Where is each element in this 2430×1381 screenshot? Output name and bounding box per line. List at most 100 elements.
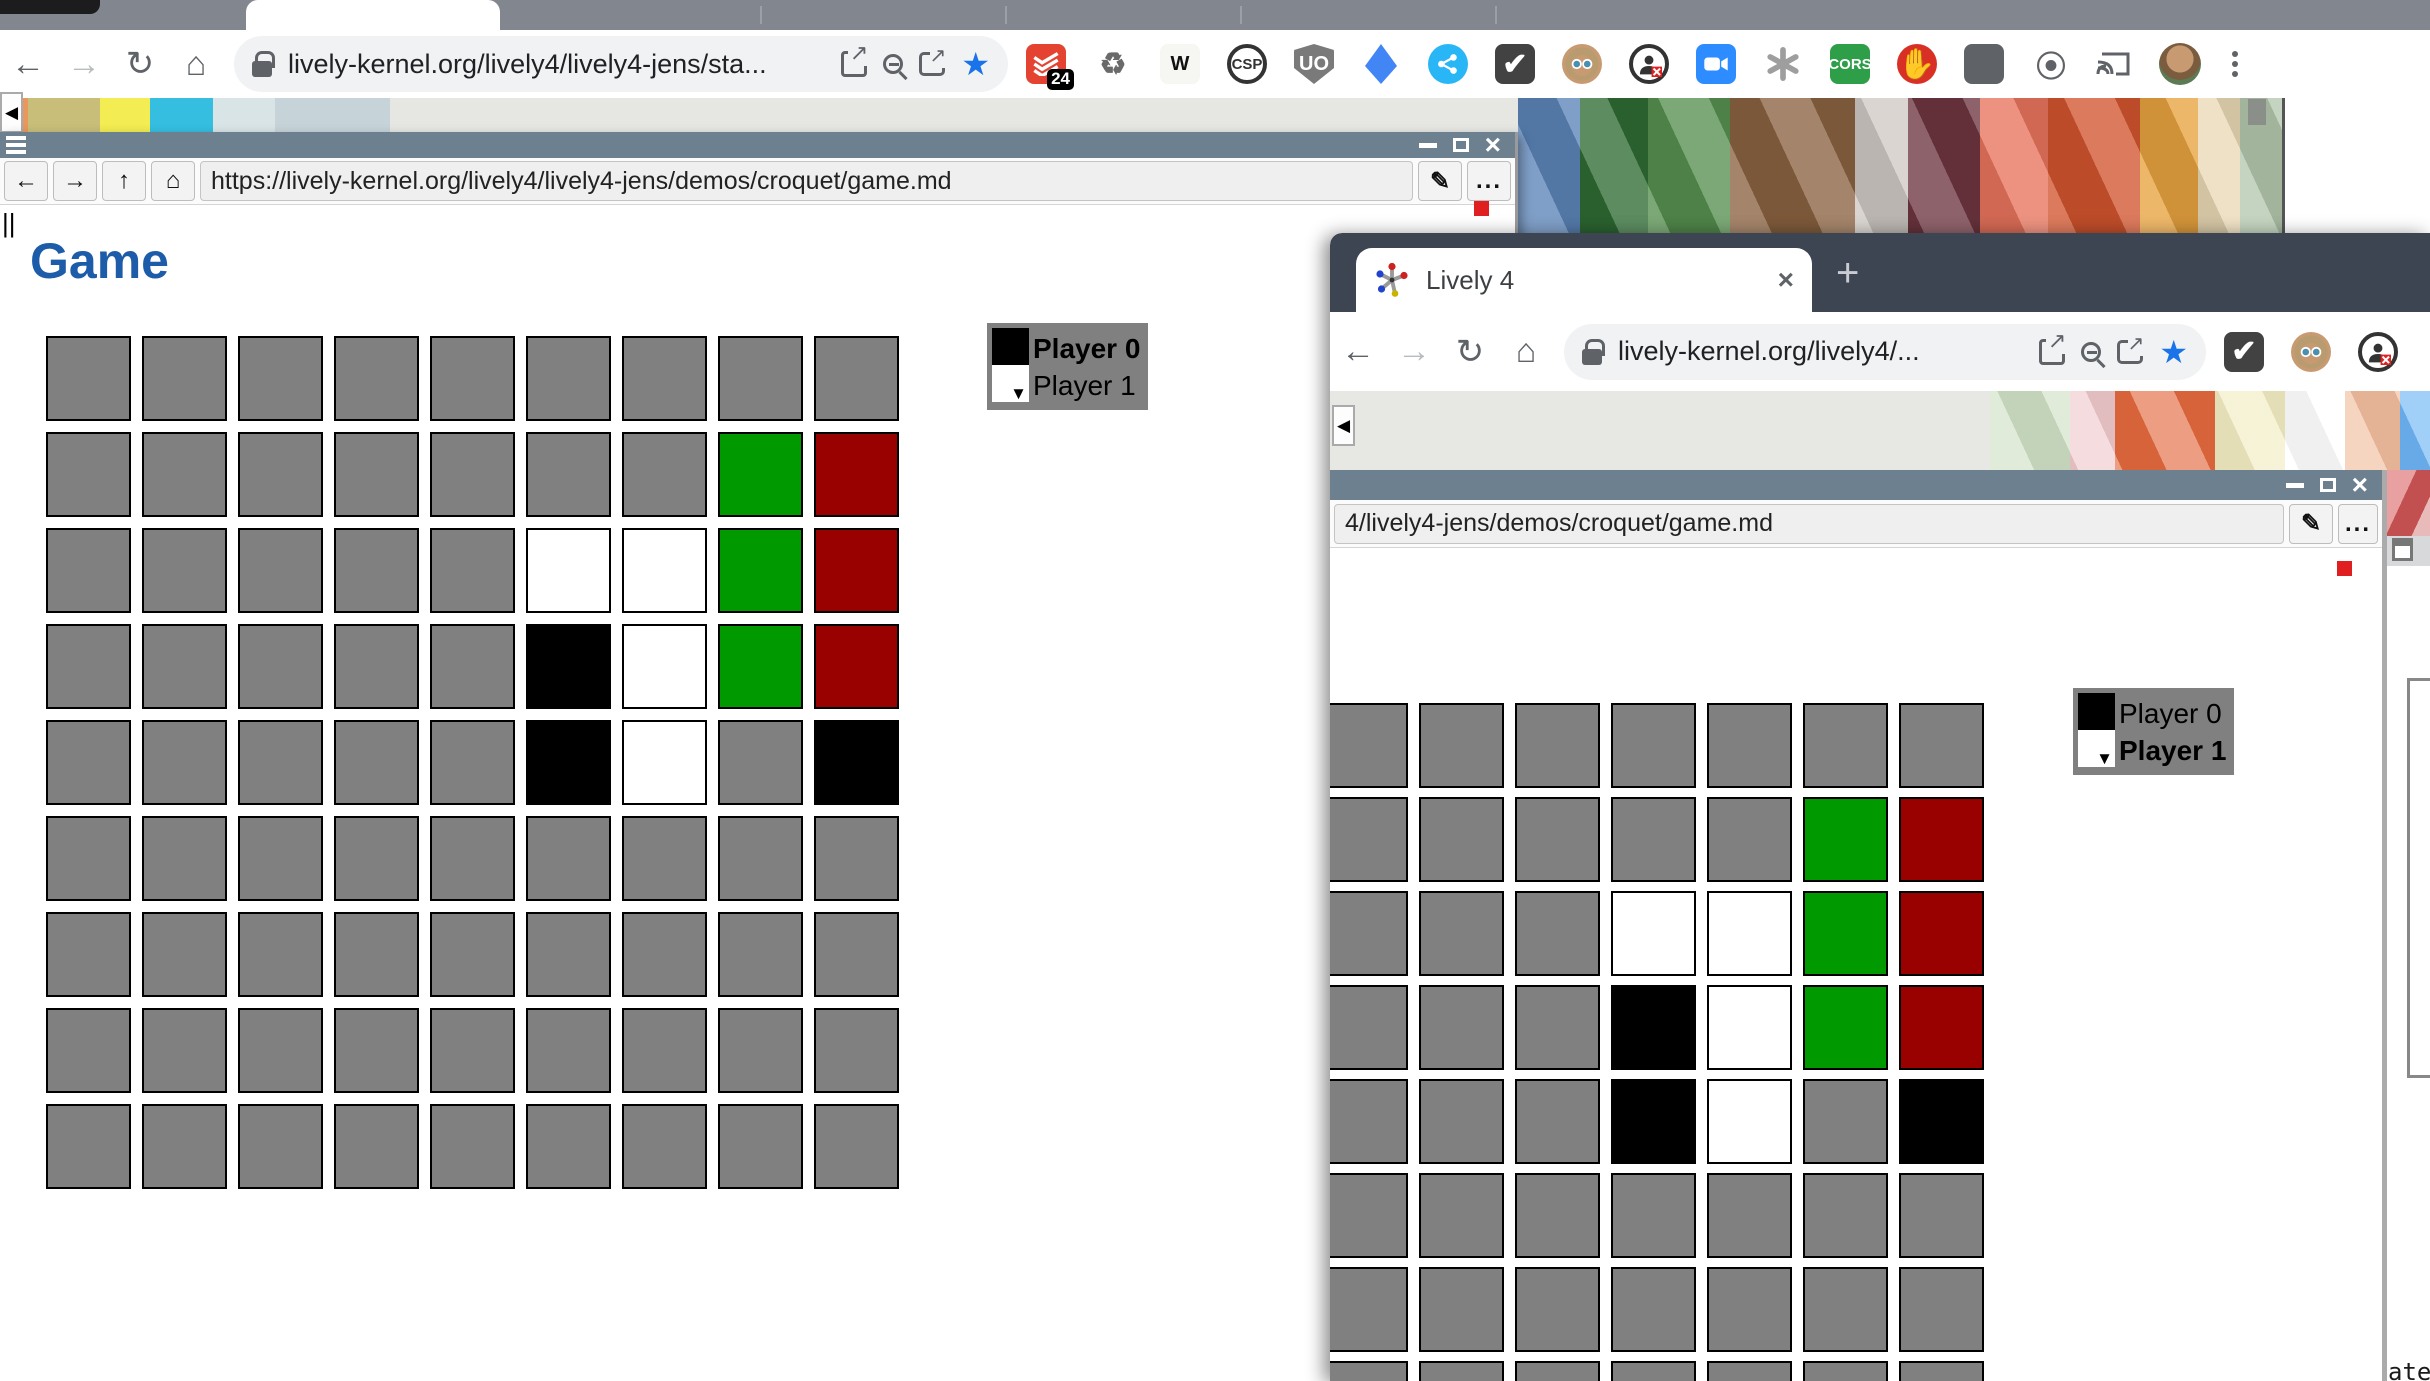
browser-menu-icon[interactable]	[2225, 47, 2245, 81]
grid-cell[interactable]	[1419, 1173, 1504, 1258]
ext-ublock-origin-icon[interactable]: UO	[1294, 44, 1334, 84]
grid-cell[interactable]	[46, 432, 131, 517]
tab-lively4[interactable]: Lively 4 ×	[1356, 248, 1812, 312]
grid-cell[interactable]	[814, 528, 899, 613]
grid-cell[interactable]	[1803, 985, 1888, 1070]
minimize-button[interactable]	[1418, 142, 1437, 148]
ext-stop-hand-icon[interactable]: ✋	[1897, 44, 1937, 84]
grid-cell[interactable]	[1707, 891, 1792, 976]
address-bar[interactable]: lively-kernel.org/lively4/... ★	[1564, 323, 2206, 380]
grid-cell[interactable]	[46, 816, 131, 901]
ext-inbox-check-icon[interactable]: ✔	[1495, 44, 1535, 84]
grid-cell[interactable]	[526, 720, 611, 805]
grid-cell[interactable]	[1803, 891, 1888, 976]
grid-cell[interactable]	[622, 720, 707, 805]
grid-cell[interactable]	[1803, 1361, 1888, 1381]
active-tab[interactable]	[246, 0, 500, 30]
ext-zoom-camera-icon[interactable]	[1696, 44, 1736, 84]
grid-cell[interactable]	[46, 624, 131, 709]
home-button[interactable]: ⌂	[1515, 332, 1537, 370]
grid-cell[interactable]	[1515, 985, 1600, 1070]
grid-cell[interactable]	[1330, 797, 1408, 882]
grid-cell[interactable]	[238, 1104, 323, 1189]
sidebar-collapse-button[interactable]: ◀	[1332, 405, 1355, 446]
grid-cell[interactable]	[814, 1008, 899, 1093]
url-text[interactable]: lively-kernel.org/lively4/lively4-jens/s…	[288, 48, 767, 79]
share-icon[interactable]	[2117, 330, 2145, 364]
grid-cell[interactable]	[1899, 1361, 1984, 1381]
grid-cell[interactable]	[46, 336, 131, 421]
nav-home-button[interactable]: ⌂	[151, 161, 195, 201]
grid-cell[interactable]	[718, 1104, 803, 1189]
grid-cell[interactable]	[622, 816, 707, 901]
grid-cell[interactable]	[718, 720, 803, 805]
grid-cell[interactable]	[622, 912, 707, 997]
grid-cell[interactable]	[1803, 1079, 1888, 1164]
grid-cell[interactable]	[1899, 797, 1984, 882]
home-button[interactable]: ⌂	[185, 44, 207, 83]
grid-cell[interactable]	[238, 816, 323, 901]
grid-cell[interactable]	[622, 528, 707, 613]
ext-puzzle-icon[interactable]	[1964, 44, 2004, 84]
cast-icon[interactable]	[2091, 36, 2135, 92]
grid-cell[interactable]	[1803, 1173, 1888, 1258]
grid-cell[interactable]	[46, 720, 131, 805]
ext-share-nodes-icon[interactable]	[1428, 44, 1468, 84]
grid-cell[interactable]	[1515, 797, 1600, 882]
grid-cell[interactable]	[1611, 1267, 1696, 1352]
grid-cell[interactable]	[142, 624, 227, 709]
grid-cell[interactable]	[1707, 797, 1792, 882]
grid-cell[interactable]	[1707, 1361, 1792, 1381]
grid-cell[interactable]	[334, 624, 419, 709]
grid-cell[interactable]	[430, 1104, 515, 1189]
grid-cell[interactable]	[526, 432, 611, 517]
ext-blue-drop-icon[interactable]	[1365, 44, 1397, 84]
grid-cell[interactable]	[1515, 1361, 1600, 1381]
grid-cell[interactable]	[1899, 1173, 1984, 1258]
nav-back-button[interactable]: ←	[4, 161, 48, 201]
lively-titlebar[interactable]: ×	[1330, 470, 2382, 500]
url-input[interactable]	[1334, 503, 2284, 544]
grid-cell[interactable]	[1515, 703, 1600, 788]
grid-cell[interactable]	[1803, 703, 1888, 788]
grid-cell[interactable]	[1419, 891, 1504, 976]
grid-cell[interactable]	[334, 1008, 419, 1093]
grid-cell[interactable]	[526, 336, 611, 421]
grid-cell[interactable]	[142, 528, 227, 613]
grid-cell[interactable]	[430, 1008, 515, 1093]
minimize-button[interactable]	[2285, 482, 2304, 488]
ext-cast-icon[interactable]: ⦿	[2036, 51, 2066, 84]
grid-cell[interactable]	[1899, 891, 1984, 976]
back-button[interactable]: ←	[11, 44, 45, 83]
grid-cell[interactable]	[1611, 1173, 1696, 1258]
grid-cell[interactable]	[814, 624, 899, 709]
bookmark-star-icon[interactable]: ★	[2159, 333, 2188, 370]
more-button[interactable]: ...	[2338, 503, 2378, 544]
grid-cell[interactable]	[1611, 703, 1696, 788]
grid-cell[interactable]	[718, 816, 803, 901]
grid-cell[interactable]	[814, 432, 899, 517]
maximize-button[interactable]	[1452, 138, 1469, 152]
grid-cell[interactable]	[238, 528, 323, 613]
grid-cell[interactable]	[238, 432, 323, 517]
forward-button[interactable]: →	[67, 44, 101, 83]
ext-face-sunglasses-icon[interactable]	[2291, 331, 2331, 372]
ext-cors-icon[interactable]: CORS	[1828, 44, 1872, 84]
reload-button[interactable]: ↻	[1455, 332, 1485, 371]
grid-cell[interactable]	[814, 816, 899, 901]
grid-cell[interactable]	[46, 1008, 131, 1093]
grid-cell[interactable]	[1419, 1361, 1504, 1381]
grid-cell[interactable]	[238, 1008, 323, 1093]
tab-close-icon[interactable]: ×	[1777, 264, 1794, 295]
grid-cell[interactable]	[622, 1104, 707, 1189]
grid-cell[interactable]	[1611, 891, 1696, 976]
grid-cell[interactable]	[430, 432, 515, 517]
grid-cell[interactable]	[1419, 1267, 1504, 1352]
grid-cell[interactable]	[1899, 1267, 1984, 1352]
grid-cell[interactable]	[334, 432, 419, 517]
ext-person-block-icon[interactable]	[1629, 44, 1669, 84]
grid-cell[interactable]	[1330, 1267, 1408, 1352]
grid-cell[interactable]	[430, 336, 515, 421]
ext-pinwheel-icon[interactable]	[1763, 44, 1803, 84]
grid-cell[interactable]	[1515, 891, 1600, 976]
